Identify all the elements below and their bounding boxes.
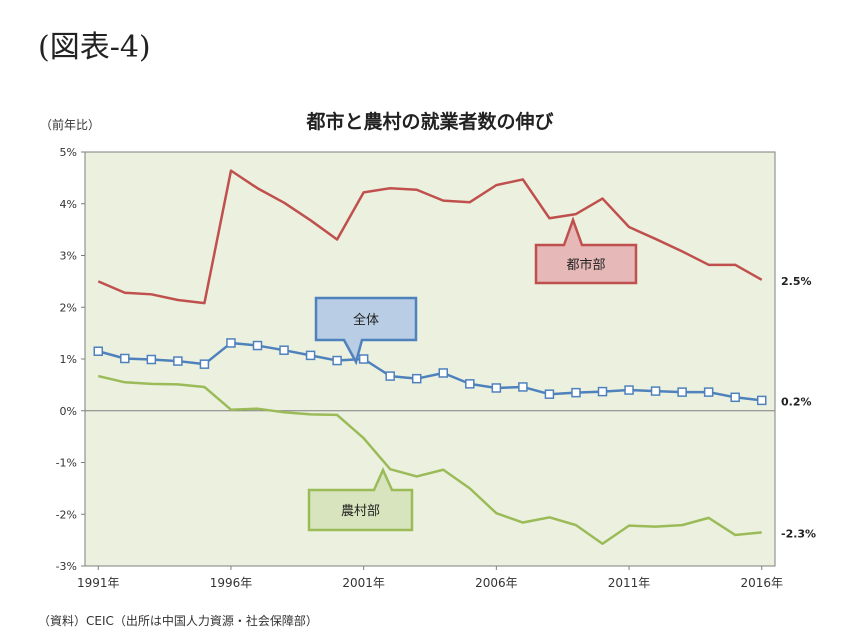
x-tick-label: 1996年 bbox=[210, 576, 253, 590]
x-tick-label: 2006年 bbox=[475, 576, 518, 590]
series-line-0 bbox=[97, 169, 763, 305]
x-tick-label: 2001年 bbox=[342, 576, 385, 590]
data-point bbox=[146, 354, 157, 365]
callout-label-0: 都市部 bbox=[566, 257, 605, 273]
data-point bbox=[252, 340, 263, 351]
y-tick-label: 1% bbox=[60, 353, 77, 366]
data-point bbox=[279, 345, 289, 355]
y-tick-label: 4% bbox=[60, 198, 77, 211]
plot-area bbox=[84, 151, 776, 567]
x-tick-label: 1991年 bbox=[77, 576, 120, 590]
chart-title: 都市と農村の就業者数の伸び bbox=[305, 110, 553, 133]
data-point bbox=[438, 368, 449, 378]
data-point bbox=[385, 371, 395, 381]
figure-label: (図表-4) bbox=[38, 30, 151, 65]
data-point bbox=[305, 350, 316, 361]
data-point bbox=[677, 387, 687, 397]
callout-label-1: 全体 bbox=[353, 312, 379, 328]
data-point bbox=[544, 389, 555, 399]
end-value-label: 2.5% bbox=[781, 275, 812, 288]
data-point bbox=[730, 392, 740, 403]
y-tick-label: 3% bbox=[60, 250, 77, 263]
end-value-label: -2.3% bbox=[781, 527, 816, 540]
data-point bbox=[518, 382, 528, 392]
callout-box-1 bbox=[314, 296, 418, 366]
data-point bbox=[650, 386, 661, 396]
callout-box-0 bbox=[534, 216, 638, 285]
x-tick-label: 2016年 bbox=[740, 576, 783, 590]
data-point bbox=[120, 353, 130, 364]
data-point bbox=[756, 395, 767, 406]
series-line-2 bbox=[97, 374, 762, 545]
source-note: （資料）CEIC（出所は中国人力資源・社会保障部） bbox=[38, 614, 318, 628]
data-point bbox=[703, 387, 714, 397]
y-tick-label: 2% bbox=[60, 301, 77, 314]
x-tick-label: 2011年 bbox=[608, 576, 651, 590]
data-point bbox=[597, 386, 608, 397]
callout-box-2 bbox=[307, 466, 414, 532]
data-point bbox=[358, 354, 369, 364]
data-point bbox=[624, 385, 634, 395]
data-point bbox=[332, 355, 342, 366]
data-point bbox=[173, 356, 183, 366]
y-tick-label: -2% bbox=[56, 508, 77, 521]
callout-label-2: 農村部 bbox=[341, 504, 380, 519]
y-tick-label: 0% bbox=[60, 405, 77, 418]
end-value-label: 0.2% bbox=[781, 395, 812, 408]
y-tick-label: -3% bbox=[56, 560, 77, 573]
data-point bbox=[571, 387, 581, 398]
data-point bbox=[411, 373, 422, 384]
data-point bbox=[491, 383, 502, 393]
data-point bbox=[93, 346, 104, 356]
data-point bbox=[199, 359, 210, 369]
y-tick-label: -1% bbox=[56, 457, 77, 470]
y-axis-label: （前年比） bbox=[40, 117, 100, 132]
data-point bbox=[226, 338, 236, 348]
y-tick-label: 5% bbox=[60, 146, 77, 159]
data-point bbox=[465, 379, 475, 389]
